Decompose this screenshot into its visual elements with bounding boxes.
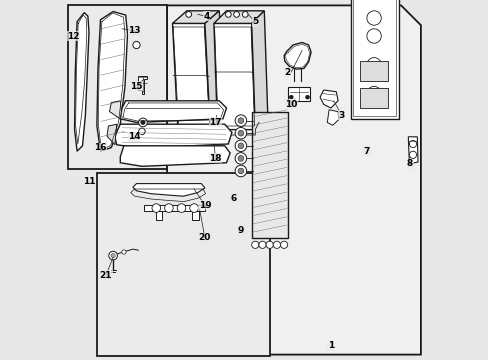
Bar	[287, 87, 309, 101]
Polygon shape	[97, 12, 127, 151]
Circle shape	[258, 241, 265, 248]
Circle shape	[139, 128, 145, 135]
Polygon shape	[167, 5, 420, 355]
Bar	[359, 61, 387, 81]
Text: 2: 2	[284, 68, 290, 77]
Bar	[359, 88, 387, 108]
Polygon shape	[251, 112, 287, 238]
Polygon shape	[172, 23, 210, 130]
Bar	[350, 0, 399, 119]
Circle shape	[238, 130, 244, 136]
Polygon shape	[133, 184, 204, 196]
Circle shape	[238, 118, 244, 123]
Text: 9: 9	[237, 226, 244, 235]
Circle shape	[235, 165, 246, 177]
Ellipse shape	[366, 86, 381, 101]
Circle shape	[235, 127, 246, 139]
Circle shape	[289, 95, 292, 99]
Circle shape	[235, 140, 246, 152]
Circle shape	[108, 251, 117, 260]
Text: 5: 5	[252, 17, 258, 26]
Circle shape	[233, 12, 239, 17]
Circle shape	[238, 143, 244, 149]
Text: 21: 21	[100, 271, 112, 280]
Text: 16: 16	[94, 143, 106, 152]
Text: 18: 18	[209, 154, 222, 163]
Circle shape	[185, 12, 191, 17]
Text: 6: 6	[230, 194, 236, 202]
Text: 20: 20	[198, 233, 211, 242]
Polygon shape	[284, 42, 310, 69]
Polygon shape	[143, 205, 204, 211]
Circle shape	[265, 241, 273, 248]
Text: 17: 17	[209, 118, 222, 127]
Polygon shape	[115, 124, 231, 148]
Bar	[352, 0, 396, 116]
Polygon shape	[326, 110, 338, 125]
Polygon shape	[120, 101, 226, 122]
Bar	[97, 173, 269, 356]
Circle shape	[111, 253, 115, 258]
Polygon shape	[320, 90, 337, 108]
Bar	[68, 5, 167, 169]
Polygon shape	[172, 11, 219, 23]
Text: 4: 4	[203, 12, 209, 21]
Circle shape	[133, 41, 140, 49]
Polygon shape	[213, 11, 264, 23]
Circle shape	[305, 95, 309, 99]
Circle shape	[408, 140, 416, 148]
Polygon shape	[156, 211, 162, 220]
Circle shape	[280, 241, 287, 248]
Circle shape	[251, 241, 258, 248]
Circle shape	[164, 204, 173, 212]
Text: 1: 1	[327, 341, 333, 350]
Ellipse shape	[366, 29, 381, 43]
Circle shape	[225, 12, 231, 17]
Polygon shape	[407, 137, 417, 164]
Text: 13: 13	[128, 26, 141, 35]
Circle shape	[152, 204, 160, 212]
Text: 8: 8	[406, 159, 412, 168]
Polygon shape	[213, 23, 255, 130]
Ellipse shape	[366, 11, 381, 25]
Circle shape	[238, 156, 244, 161]
Polygon shape	[75, 13, 89, 151]
Polygon shape	[192, 211, 199, 220]
Circle shape	[189, 204, 198, 212]
Circle shape	[141, 120, 145, 125]
Circle shape	[122, 250, 126, 254]
Circle shape	[177, 204, 185, 212]
Text: 14: 14	[128, 132, 141, 141]
Circle shape	[235, 153, 246, 164]
Circle shape	[408, 151, 416, 158]
Polygon shape	[120, 146, 230, 166]
Polygon shape	[251, 11, 267, 130]
Text: 15: 15	[130, 82, 142, 91]
Polygon shape	[109, 101, 121, 119]
Circle shape	[242, 12, 247, 17]
Text: 19: 19	[198, 201, 211, 210]
Polygon shape	[107, 124, 117, 145]
Ellipse shape	[366, 58, 381, 72]
Circle shape	[273, 241, 280, 248]
Text: 12: 12	[67, 32, 80, 41]
Circle shape	[139, 118, 147, 127]
Circle shape	[238, 168, 244, 174]
Text: 10: 10	[285, 100, 297, 109]
Polygon shape	[204, 11, 224, 130]
Circle shape	[235, 115, 246, 126]
Polygon shape	[138, 76, 147, 94]
Text: 11: 11	[83, 177, 96, 186]
Text: 7: 7	[363, 147, 369, 156]
Text: 3: 3	[338, 111, 344, 120]
